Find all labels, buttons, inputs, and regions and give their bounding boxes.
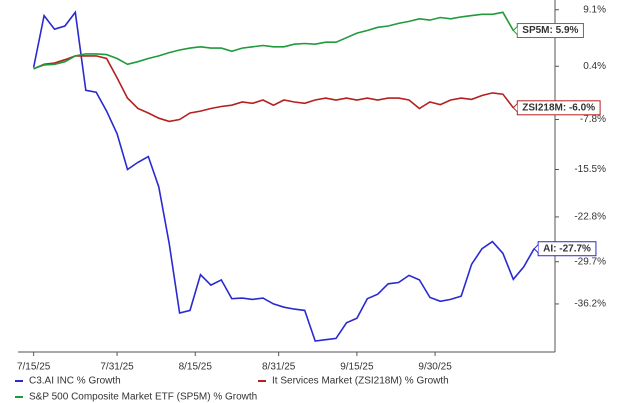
- y-tick-label: -36.2%: [574, 299, 606, 310]
- end-label-text: AI: -27.7%: [543, 243, 591, 254]
- end-label-text: ZSI218M: -6.0%: [522, 102, 595, 113]
- series-line: [33, 55, 514, 123]
- x-tick-label: 7/31/25: [100, 362, 134, 373]
- y-tick-label: -7.8%: [580, 114, 606, 125]
- legend-label: S&P 500 Composite Market ETF (SP5M) % Gr…: [29, 392, 257, 403]
- end-label-text: SP5M: 5.9%: [522, 25, 578, 36]
- x-tick-label: 8/31/25: [262, 362, 296, 373]
- end-label: AI: -27.7%: [533, 241, 597, 257]
- legend-label: C3.AI INC % Growth: [29, 376, 121, 387]
- y-tick-label: -15.5%: [574, 164, 606, 175]
- y-tick-label: 9.1%: [583, 4, 606, 15]
- x-tick-label: 9/30/25: [418, 362, 452, 373]
- y-tick-label: 0.4%: [583, 61, 606, 72]
- end-label: SP5M: 5.9%: [512, 23, 584, 39]
- end-label-pointer: [512, 103, 518, 113]
- end-label-pointer: [533, 244, 539, 254]
- series-line: [33, 11, 514, 70]
- y-tick-label: -29.7%: [574, 256, 606, 267]
- x-tick-label: 9/15/25: [340, 362, 374, 373]
- x-tick-label: 7/15/25: [17, 362, 51, 373]
- legend-label: It Services Market (ZSI218M) % Growth: [272, 376, 449, 387]
- y-tick-label: -22.8%: [574, 212, 606, 223]
- end-label: ZSI218M: -6.0%: [512, 100, 601, 116]
- series-line: [32, 10, 535, 342]
- x-tick-label: 8/15/25: [179, 362, 213, 373]
- end-label-pointer: [512, 26, 518, 35]
